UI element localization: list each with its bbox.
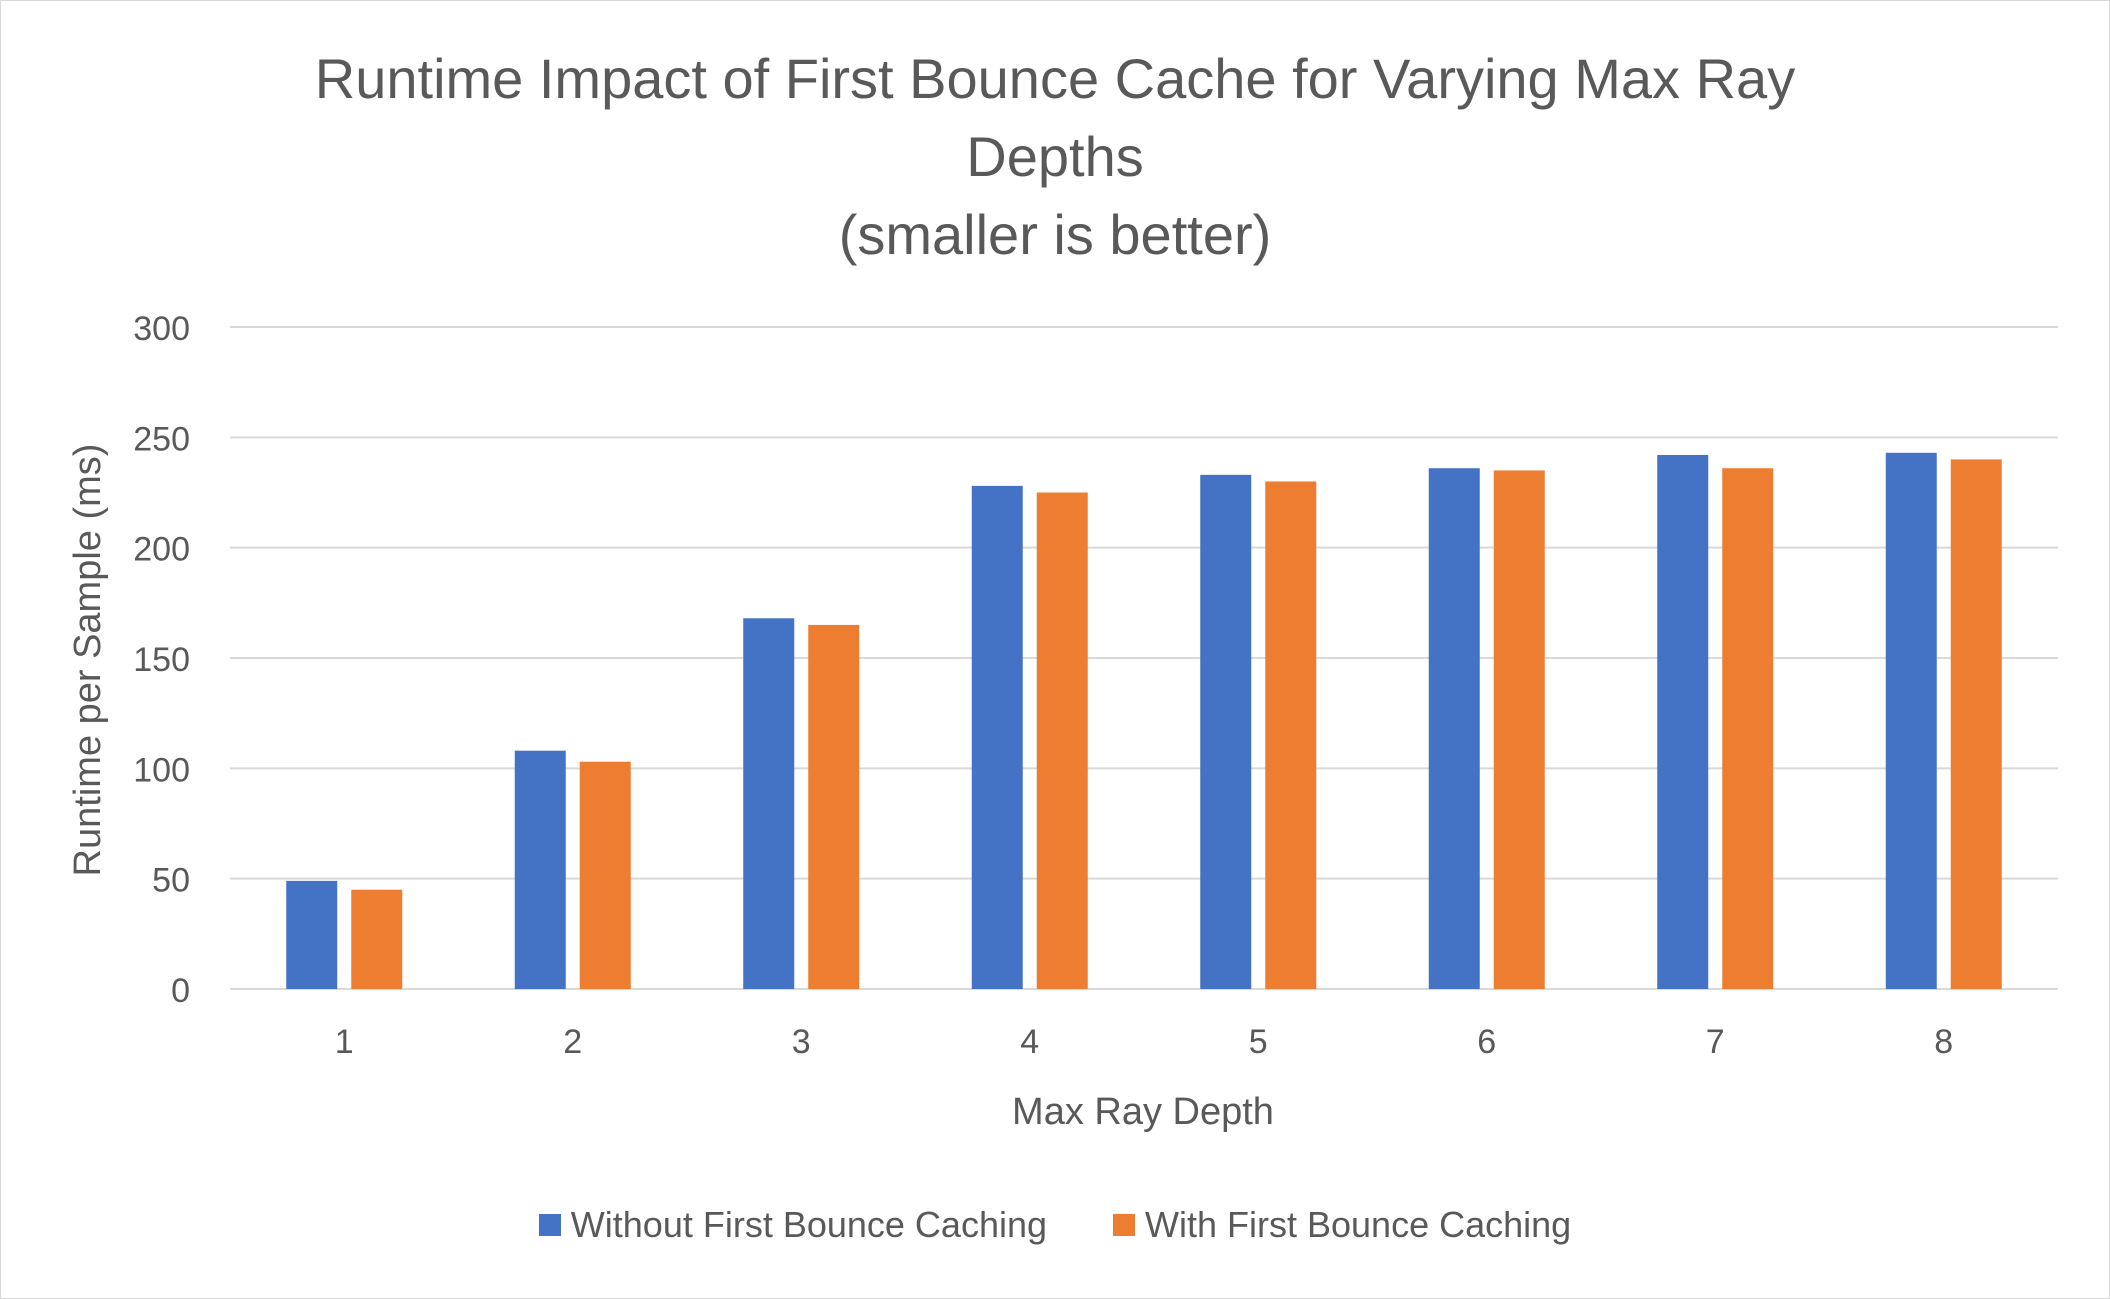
bar-series2-cat-6 xyxy=(1493,470,1545,989)
legend-item-without-cache: Without First Bounce Caching xyxy=(538,1204,1048,1246)
y-tick-label: 150 xyxy=(133,641,190,679)
bar-series1-cat-2 xyxy=(514,750,566,989)
legend: Without First Bounce Caching With First … xyxy=(0,1204,2110,1246)
x-tick-label: 5 xyxy=(1249,1023,1268,1061)
legend-swatch-with-cache xyxy=(1113,1214,1136,1236)
chart-title-line-2: Depths xyxy=(966,125,1144,188)
y-tick-label: 100 xyxy=(133,751,190,789)
legend-label-with-cache: With First Bounce Caching xyxy=(1145,1204,1572,1245)
legend-swatch-without-cache xyxy=(538,1214,561,1236)
x-axis-title: Max Ray Depth xyxy=(1012,1091,1274,1133)
bar-series1-cat-6 xyxy=(1428,468,1480,989)
bar-series1-cat-3 xyxy=(743,618,795,989)
bar-series2-cat-2 xyxy=(579,761,631,989)
bar-series2-cat-3 xyxy=(808,624,860,989)
y-tick-label: 200 xyxy=(133,531,190,569)
bars xyxy=(286,452,2002,989)
bar-series2-cat-8 xyxy=(1950,459,2002,989)
x-axis-ticks: 1 2 3 4 5 6 7 8 xyxy=(335,1023,1953,1061)
legend-label-without-cache: Without First Bounce Caching xyxy=(570,1204,1048,1245)
x-tick-label: 6 xyxy=(1477,1023,1496,1061)
gridlines xyxy=(230,326,2058,990)
x-tick-label: 8 xyxy=(1934,1023,1953,1061)
x-tick-label: 3 xyxy=(792,1023,811,1061)
legend-item-with-cache: With First Bounce Caching xyxy=(1113,1204,1571,1246)
bar-series1-cat-8 xyxy=(1885,452,1937,989)
y-tick-label: 50 xyxy=(152,862,190,900)
y-axis-title: Runtime per Sample (ms) xyxy=(67,444,109,877)
x-tick-label: 2 xyxy=(563,1023,582,1061)
y-tick-label: 0 xyxy=(171,972,190,1010)
y-tick-label: 300 xyxy=(133,310,190,348)
bar-series1-cat-5 xyxy=(1200,474,1252,989)
bar-series2-cat-1 xyxy=(351,889,403,989)
bar-series2-cat-5 xyxy=(1265,481,1317,989)
x-tick-label: 7 xyxy=(1706,1023,1725,1061)
x-tick-label: 1 xyxy=(335,1023,354,1061)
chart-title: Runtime Impact of First Bounce Cache for… xyxy=(0,40,2110,274)
x-tick-label: 4 xyxy=(1020,1023,1039,1061)
y-axis-ticks: 0 50 100 150 200 250 300 xyxy=(133,310,190,1010)
chart-title-line-3: (smaller is better) xyxy=(838,203,1272,266)
chart-title-line-1: Runtime Impact of First Bounce Cache for… xyxy=(314,47,1796,110)
bar-series2-cat-7 xyxy=(1722,468,1774,989)
bar-series2-cat-4 xyxy=(1036,492,1088,989)
bar-series1-cat-1 xyxy=(286,880,338,989)
bar-series1-cat-7 xyxy=(1657,454,1709,989)
y-tick-label: 250 xyxy=(133,420,190,458)
bar-series1-cat-4 xyxy=(971,485,1023,989)
